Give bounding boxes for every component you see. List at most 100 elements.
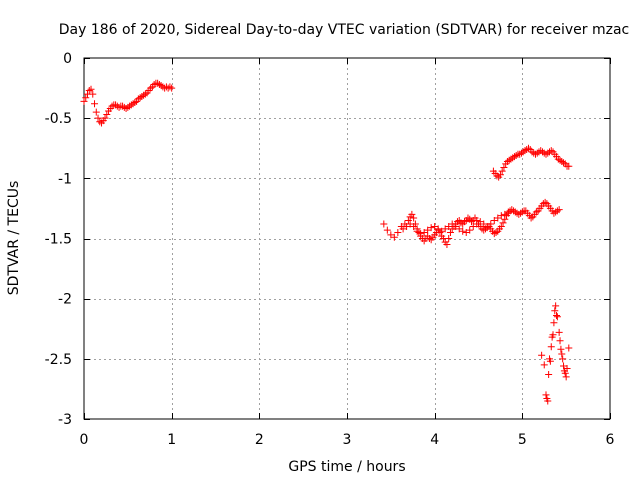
data-point [434,225,442,233]
data-point [82,94,90,102]
data-point [500,164,508,172]
data-point [96,118,104,126]
data-point [533,149,541,157]
data-point [134,95,142,103]
data-point [490,230,498,238]
data-point [517,209,525,217]
data-point [445,222,453,230]
data-point [103,111,111,119]
data-point [542,391,550,399]
data-point [556,337,564,345]
data-point [483,222,491,230]
series-segment-5 [538,302,573,405]
data-point [512,151,520,159]
y-tick-label: -1.5 [45,232,72,248]
data-point [424,226,432,234]
x-tick-label: 4 [430,432,439,448]
data-point [155,80,163,88]
data-point [553,312,561,320]
data-point [553,313,561,321]
data-point [503,157,511,165]
data-point [558,350,566,358]
data-point [80,97,88,105]
data-point [501,210,509,218]
data-point [545,370,553,378]
data-point [127,101,135,109]
data-point [466,226,474,234]
data-point [528,148,536,156]
data-point [517,149,525,157]
data-point [550,319,558,327]
data-point [532,208,540,216]
data-point [166,83,174,91]
chart-title: Day 186 of 2020, Sidereal Day-to-day VTE… [59,22,629,38]
data-point [453,218,461,226]
x-tick-label: 2 [255,432,264,448]
data-point [547,343,555,351]
data-point [85,86,93,94]
data-point [87,85,95,93]
y-tick-label: -3 [58,412,72,428]
data-point [555,206,563,214]
data-point [154,79,162,87]
y-tick-label: -2 [58,292,72,308]
data-point [519,148,527,156]
data-point [487,220,495,228]
data-point [527,214,535,222]
data-point [122,105,130,113]
data-point [390,233,398,241]
data-point [556,156,564,164]
data-point [417,230,425,238]
data-point [480,220,488,228]
data-point [436,228,444,236]
data-point [438,227,446,235]
data-point [524,144,532,152]
data-point [563,364,571,372]
data-point [538,148,546,156]
data-point [399,225,407,233]
data-point [493,172,501,180]
data-point [467,218,475,226]
data-point [497,222,505,230]
x-axis-label: GPS time / hours [288,459,405,475]
x-tick-label: 6 [606,432,615,448]
data-point [510,207,518,215]
data-point [455,225,463,233]
data-point [565,162,573,170]
data-point [559,355,567,363]
data-point [387,231,395,239]
data-point [124,103,132,111]
data-point [531,150,539,158]
data-point [499,219,507,227]
axis-ticks [84,58,611,420]
y-tick-label: -0.5 [45,111,72,127]
data-point [546,357,554,365]
data-point [505,156,513,164]
data-point [558,157,566,165]
x-tick-label: 0 [80,432,89,448]
data-point [544,149,552,157]
data-point [112,101,120,109]
data-point [403,222,411,230]
data-point [498,167,506,175]
data-point [538,351,546,359]
data-point [380,220,388,228]
data-point [504,208,512,216]
data-point [508,206,516,214]
data-point [420,228,428,236]
y-tick-label: -2.5 [45,352,72,368]
data-point [494,214,502,222]
data-point [413,227,421,235]
data-point [406,220,414,228]
data-point [140,91,148,99]
data-point [147,84,155,92]
data-point [497,212,505,220]
data-point [547,147,555,155]
data-point [473,220,481,228]
data-point [141,90,149,98]
data-point [94,114,102,122]
y-tick-label: 0 [63,51,72,67]
grid [84,58,610,419]
data-point [562,373,570,381]
